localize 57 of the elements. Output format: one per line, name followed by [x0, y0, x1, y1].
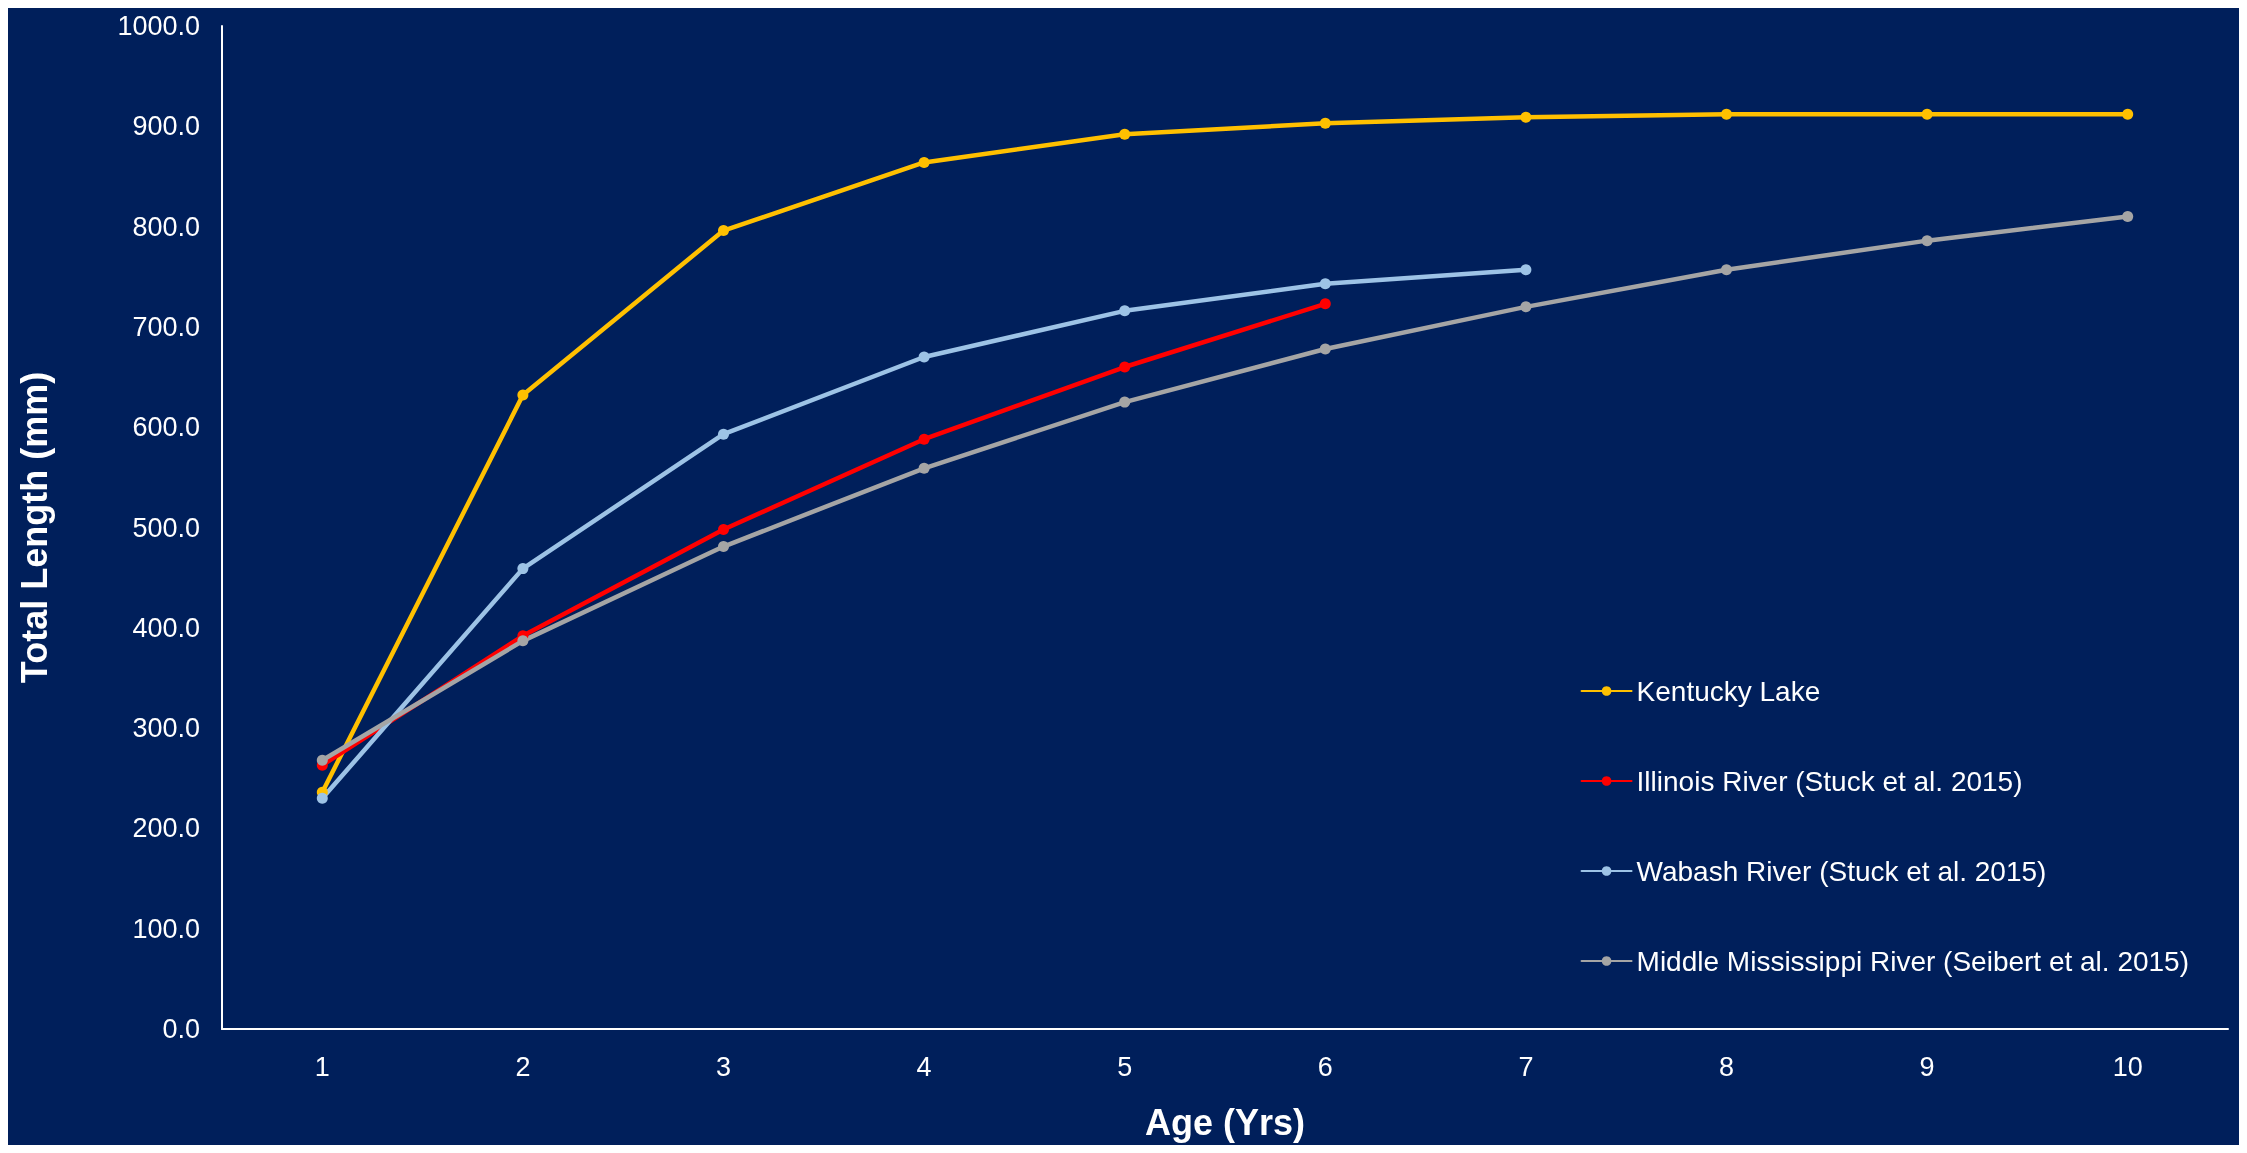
- point: [1721, 264, 1732, 276]
- x-tick-label: 5: [1117, 1051, 1133, 1082]
- point: [1921, 108, 1933, 120]
- y-tick-label: 600.0: [132, 412, 200, 443]
- point: [517, 563, 529, 575]
- point: [2122, 108, 2134, 120]
- point: [1721, 108, 1732, 120]
- point: [1119, 361, 1131, 373]
- point: [718, 524, 729, 535]
- point: [1119, 305, 1131, 317]
- y-tick-label: 700.0: [132, 311, 200, 342]
- x-tick-label: 6: [1317, 1051, 1333, 1082]
- y-tick-label: 300.0: [132, 713, 200, 744]
- point: [1319, 117, 1331, 129]
- point: [718, 225, 729, 237]
- x-axis-title: Age (Yrs): [1144, 1101, 1306, 1143]
- point: [1319, 278, 1331, 290]
- y-tick-label: 1000.0: [117, 11, 200, 41]
- point: [918, 462, 930, 474]
- y-tick-label: 800.0: [132, 211, 200, 242]
- point: [718, 541, 729, 553]
- legend-label: Wabash River (Stuck et al. 2015): [1636, 855, 2047, 887]
- x-tick-label: 9: [1919, 1051, 1935, 1082]
- point: [316, 754, 328, 766]
- point: [1921, 235, 1933, 247]
- point: [918, 433, 930, 445]
- x-tick-label: 1: [314, 1051, 330, 1082]
- point: [1119, 396, 1131, 408]
- x-tick-label: 10: [2112, 1051, 2143, 1082]
- x-tick-label: 2: [515, 1051, 531, 1082]
- y-tick-label: 0.0: [162, 1014, 200, 1044]
- y-tick-label: 100.0: [132, 913, 200, 944]
- y-tick-label: 200.0: [132, 813, 200, 844]
- y-tick-label: 900.0: [132, 111, 200, 142]
- point: [1520, 301, 1532, 313]
- x-tick-label: 4: [916, 1051, 932, 1082]
- legend-label: Kentucky Lake: [1636, 675, 1821, 707]
- point: [517, 635, 529, 647]
- point: [517, 389, 529, 401]
- point: [1319, 298, 1331, 310]
- point: [2122, 211, 2134, 223]
- point: [918, 351, 930, 363]
- point: [918, 156, 930, 168]
- x-tick-label: 8: [1718, 1051, 1735, 1082]
- y-axis-title: Total Length (mm): [13, 371, 55, 684]
- point: [1319, 343, 1331, 355]
- point: [1119, 128, 1131, 140]
- point: [316, 792, 328, 804]
- point: [1520, 111, 1532, 123]
- legend-label: Middle Mississippi River (Seibert et al. 2015): [1636, 945, 2190, 977]
- point: [718, 428, 729, 440]
- y-tick-label: 500.0: [132, 512, 200, 543]
- point: [1520, 264, 1532, 276]
- y-tick-label: 400.0: [132, 612, 200, 643]
- x-tick-label: 7: [1518, 1051, 1534, 1082]
- x-tick-label: 3: [715, 1051, 732, 1082]
- legend-label: Illinois River (Stuck et al. 2015): [1636, 765, 2023, 797]
